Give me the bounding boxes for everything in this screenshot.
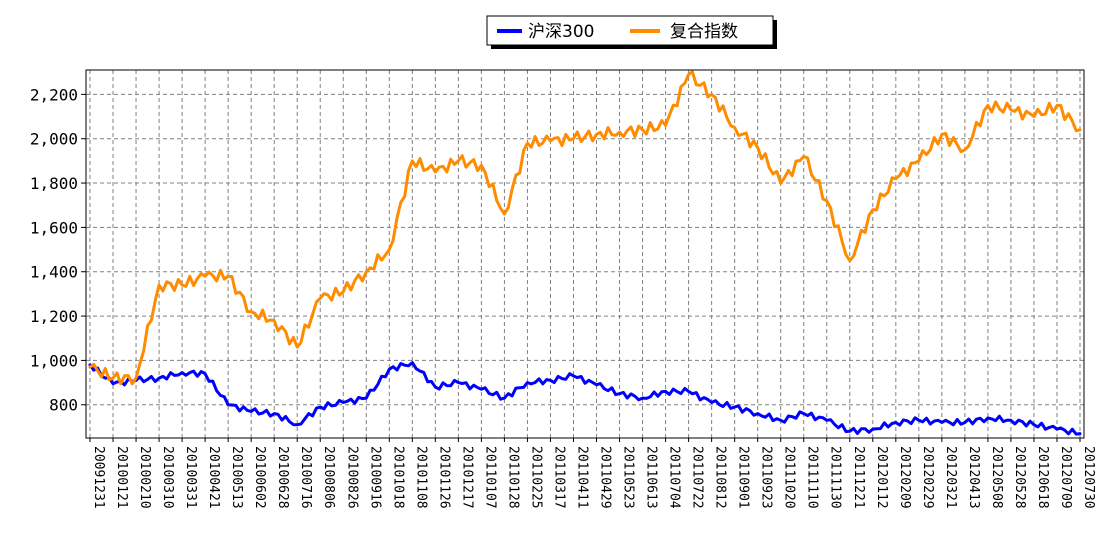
x-tick-label: 20110613 [644,446,659,509]
x-tick-label: 20101217 [459,446,474,509]
x-tick-label: 20110107 [482,446,497,509]
x-tick-label: 20100916 [367,446,382,509]
x-tick-label: 20110225 [528,446,543,509]
x-tick-label: 20111020 [782,446,797,509]
x-tick-label: 20110812 [713,446,728,509]
x-axis-ticks: 20091231 20100121 20100210 20100310 20100331… [89,438,1095,509]
x-tick-label: 20100331 [183,446,198,509]
x-tick-label: 20100310 [160,446,175,509]
x-tick-label: 20110128 [505,446,520,509]
plot-area [86,70,1084,438]
series-lines [88,70,1082,436]
x-tick-label: 20111221 [851,446,866,509]
y-tick-label: 800 [49,396,78,415]
x-tick-label: 20120321 [943,446,958,509]
x-tick-label: 20111110 [805,446,820,509]
series-line-1 [88,70,1082,386]
x-tick-label: 20120209 [897,446,912,509]
x-tick-label: 20091231 [91,446,106,509]
x-tick-label: 20110901 [736,446,751,509]
x-tick-label: 20101126 [436,446,451,509]
x-tick-label: 20100421 [206,446,221,509]
legend-label-hs300: 沪深300 [528,22,594,42]
grid [86,70,1084,438]
x-tick-label: 20110704 [667,446,682,509]
y-tick-label: 1,800 [30,174,78,193]
x-tick-label: 20100121 [114,446,129,509]
y-tick-label: 1,400 [30,263,78,282]
x-tick-label: 20100210 [137,446,152,509]
x-tick-label: 20101018 [390,446,405,509]
x-tick-label: 20111130 [828,446,843,509]
x-tick-label: 20120508 [989,446,1004,509]
legend-label-composite: 复合指数 [670,22,738,42]
x-tick-label: 20110411 [574,446,589,509]
plot-frame [85,69,1085,439]
y-tick-label: 2,200 [30,85,78,104]
x-tick-label: 20120618 [1035,446,1050,509]
x-tick-label: 20110317 [551,446,566,509]
y-tick-label: 1,600 [30,218,78,237]
y-tick-label: 2,000 [30,130,78,149]
x-tick-label: 20100513 [229,446,244,509]
x-tick-label: 20100716 [298,446,313,509]
y-tick-label: 1,200 [30,307,78,326]
y-tick-label: 1,000 [30,351,78,370]
x-tick-label: 20100628 [275,446,290,509]
x-tick-label: 20101108 [413,446,428,509]
x-tick-label: 20100826 [344,446,359,509]
legend: 沪深300 复合指数 [486,15,777,49]
x-tick-label: 20120413 [966,446,981,509]
x-tick-label: 20110722 [690,446,705,509]
x-tick-label: 20100806 [321,446,336,509]
x-tick-label: 20120112 [874,446,889,509]
y-axis-ticks: 800 1,000 1,200 1,400 1,600 1,800 2,000 2,200 [30,85,86,415]
x-tick-label: 20120229 [920,446,935,509]
x-tick-label: 20110523 [621,446,636,509]
x-tick-label: 20110923 [759,446,774,509]
x-tick-label: 20120709 [1058,446,1073,509]
x-tick-label: 20120730 [1081,446,1095,509]
x-tick-label: 20110429 [598,446,613,509]
x-tick-label: 20120528 [1012,446,1027,509]
series-line-0 [88,361,1082,436]
x-tick-label: 20100602 [252,446,267,509]
